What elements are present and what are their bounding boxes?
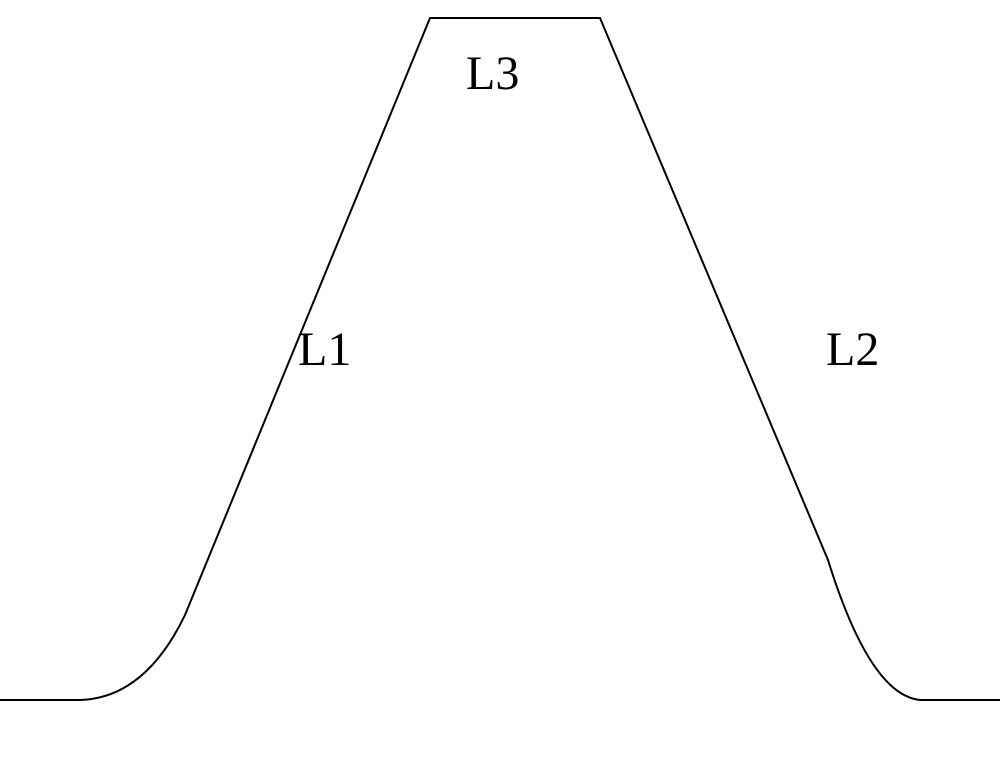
- label-l3: L3: [466, 46, 519, 101]
- diagram-container: L1 L2 L3: [0, 0, 1000, 771]
- label-l1: L1: [298, 322, 351, 377]
- label-l2: L2: [826, 322, 879, 377]
- diagram-svg: [0, 0, 1000, 771]
